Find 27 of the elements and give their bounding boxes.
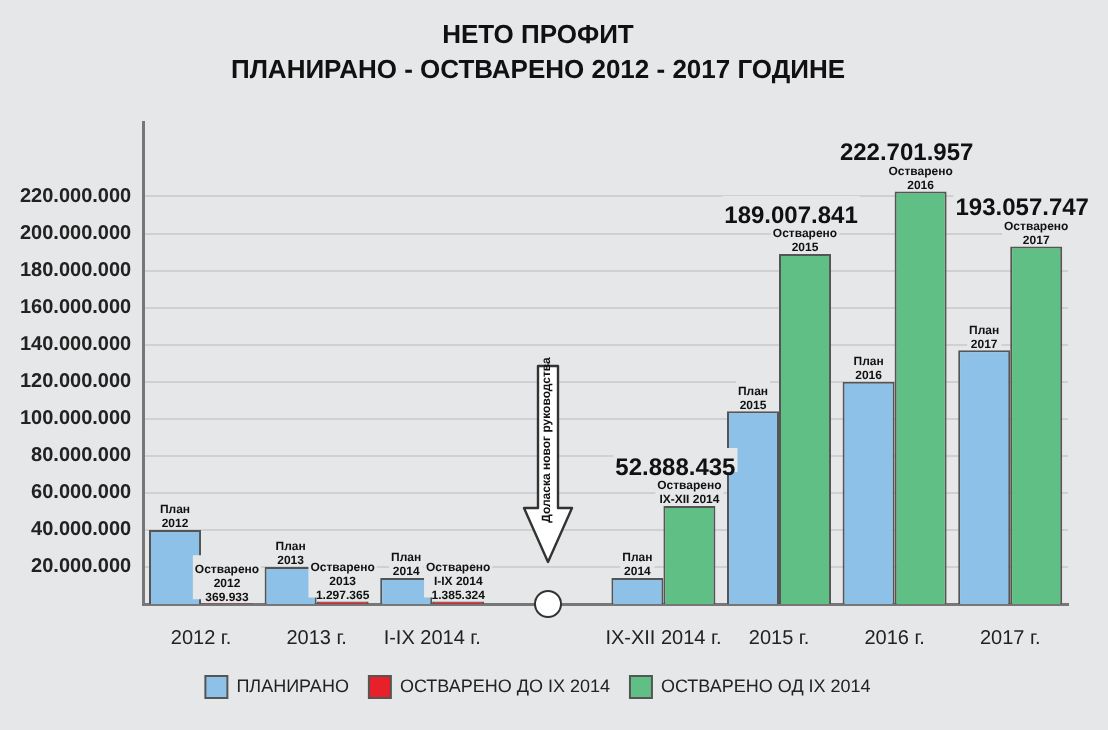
chart-title: НЕТО ПРОФИТ: [442, 18, 634, 49]
y-tick-label: 180.000.000: [19, 260, 133, 283]
x-tick-label: 2016 г.: [864, 627, 925, 650]
y-tick-label: 60.000.000: [31, 482, 133, 505]
annotation: 189.007.841: [724, 200, 859, 229]
y-tick-label: 80.000.000: [31, 445, 133, 468]
y-tick-label: 220.000.000: [19, 185, 133, 208]
y-tick-label: 20.000.000: [31, 556, 133, 579]
legend-label: ОСТВАРЕНО ОД IX 2014: [660, 675, 871, 696]
x-tick-label: 2015 г.: [748, 627, 810, 650]
annotation: 193.057.747: [955, 193, 1090, 222]
annotation: 222.701.957: [839, 138, 974, 167]
chart-subtitle: ПЛАНИРАНО - ОСТВАРЕНО 2012 - 2017 ГОДИНЕ: [230, 53, 846, 84]
x-tick-label: I-IX 2014 г.: [383, 627, 481, 650]
y-tick-label: 120.000.000: [19, 371, 133, 394]
y-tick-label: 140.000.000: [19, 334, 133, 357]
y-tick-label: 100.000.000: [19, 408, 133, 431]
y-tick-label: 40.000.000: [31, 519, 133, 542]
legend-label: ОСТВАРЕНО ДО IX 2014: [399, 675, 610, 696]
annotation: 52.888.435: [615, 452, 737, 481]
x-tick-label: 2012 г.: [170, 627, 232, 650]
y-tick-label: 200.000.000: [19, 223, 133, 246]
legend-label: ПЛАНИРАНО: [236, 675, 349, 696]
x-tick-label: 2013 г.: [286, 627, 347, 650]
y-tick-label: 160.000.000: [19, 297, 133, 320]
x-tick-label: IX-XII 2014 г.: [605, 627, 722, 650]
x-tick-label: 2017 г.: [979, 627, 1041, 650]
